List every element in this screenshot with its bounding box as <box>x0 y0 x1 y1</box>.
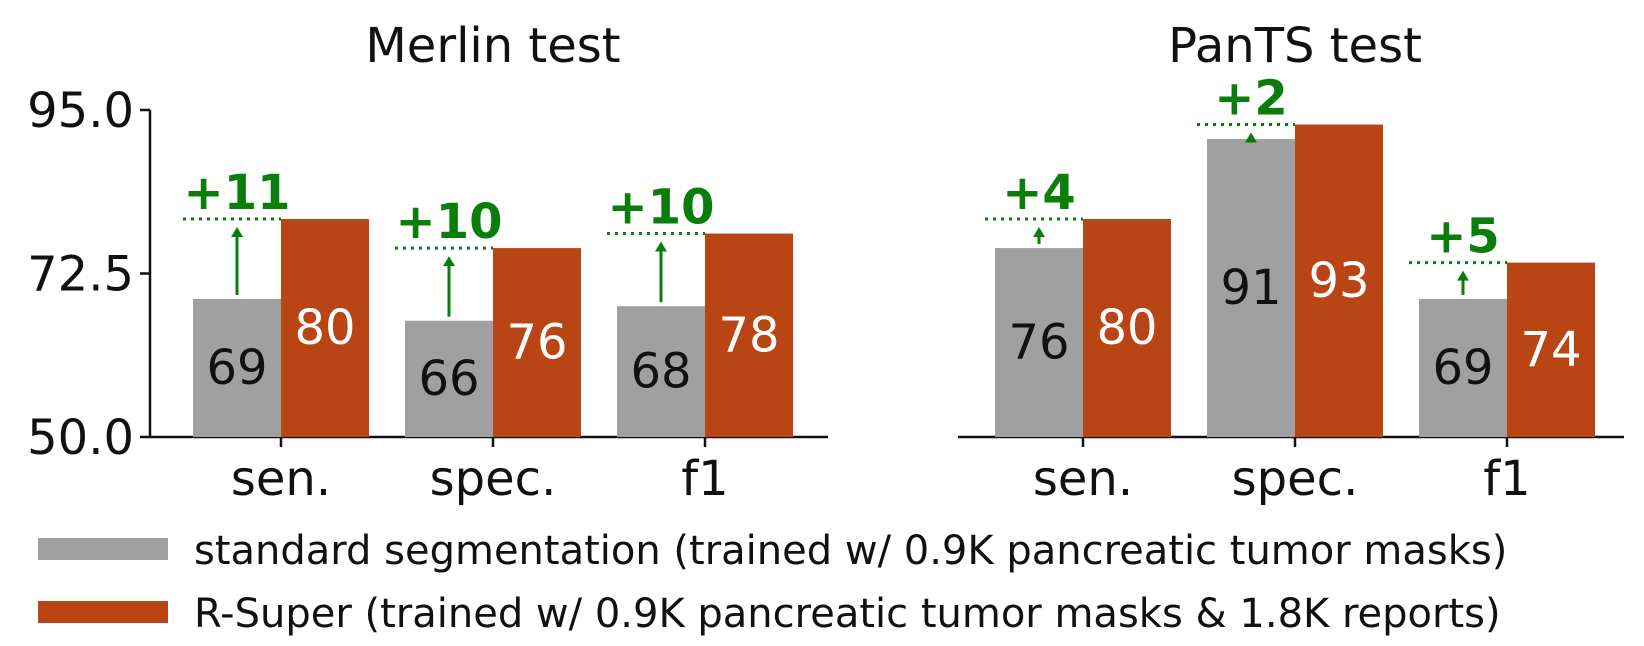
bar-standard-segmentation <box>405 320 493 437</box>
value-label-standard: 69 <box>206 340 267 396</box>
delta-label: +2 <box>1214 71 1288 127</box>
value-label-r-super: 74 <box>1520 322 1581 378</box>
x-tick-label: sen. <box>231 451 331 507</box>
x-tick-label: spec. <box>430 451 557 507</box>
bar-standard-segmentation <box>193 298 281 437</box>
delta-arrow-head <box>443 256 455 267</box>
delta-arrow-head <box>231 227 243 237</box>
bar-r-super <box>1507 262 1595 437</box>
delta-arrow-head <box>655 241 667 252</box>
value-label-r-super: 80 <box>294 300 355 356</box>
value-label-standard: 69 <box>1432 340 1493 396</box>
x-tick-label: spec. <box>1232 451 1359 507</box>
bar-r-super <box>1083 219 1171 437</box>
value-label-r-super: 93 <box>1308 253 1369 309</box>
bar-standard-segmentation <box>617 306 705 437</box>
delta-label: +4 <box>1002 165 1076 221</box>
y-tick-label: 72.5 <box>27 247 134 303</box>
x-tick-label: sen. <box>1033 451 1133 507</box>
bar-standard-segmentation <box>1207 139 1295 438</box>
bar-r-super <box>705 233 793 437</box>
chart-title: Merlin test <box>365 18 620 74</box>
y-tick-label: 50.0 <box>27 410 134 466</box>
value-label-standard: 76 <box>1008 315 1069 371</box>
value-label-standard: 66 <box>418 351 479 407</box>
value-label-standard: 68 <box>630 344 691 400</box>
delta-label: +5 <box>1426 209 1500 265</box>
legend-label: standard segmentation (trained w/ 0.9K p… <box>194 528 1507 574</box>
bar-r-super <box>1295 124 1383 438</box>
delta-label: +11 <box>183 165 290 221</box>
delta-label: +10 <box>607 180 714 236</box>
bar-r-super <box>493 248 581 437</box>
legend-label: R-Super (trained w/ 0.9K pancreatic tumo… <box>194 591 1501 637</box>
value-label-r-super: 80 <box>1096 300 1157 356</box>
delta-arrow-head <box>1245 132 1257 143</box>
bar-standard-segmentation <box>995 248 1083 437</box>
x-tick-label: f1 <box>681 451 728 507</box>
delta-arrow-head <box>1457 270 1469 281</box>
x-tick-label: f1 <box>1483 451 1530 507</box>
legend-swatch <box>38 538 168 560</box>
bar-standard-segmentation <box>1419 298 1507 437</box>
bar-r-super <box>281 219 369 437</box>
y-tick-label: 95.0 <box>27 83 134 139</box>
value-label-r-super: 76 <box>506 315 567 371</box>
value-label-standard: 91 <box>1220 260 1281 316</box>
value-label-r-super: 78 <box>718 307 779 363</box>
legend-swatch <box>38 601 168 623</box>
delta-arrow-head <box>1033 227 1045 237</box>
delta-label: +10 <box>395 194 502 250</box>
chart-title: PanTS test <box>1168 18 1422 74</box>
